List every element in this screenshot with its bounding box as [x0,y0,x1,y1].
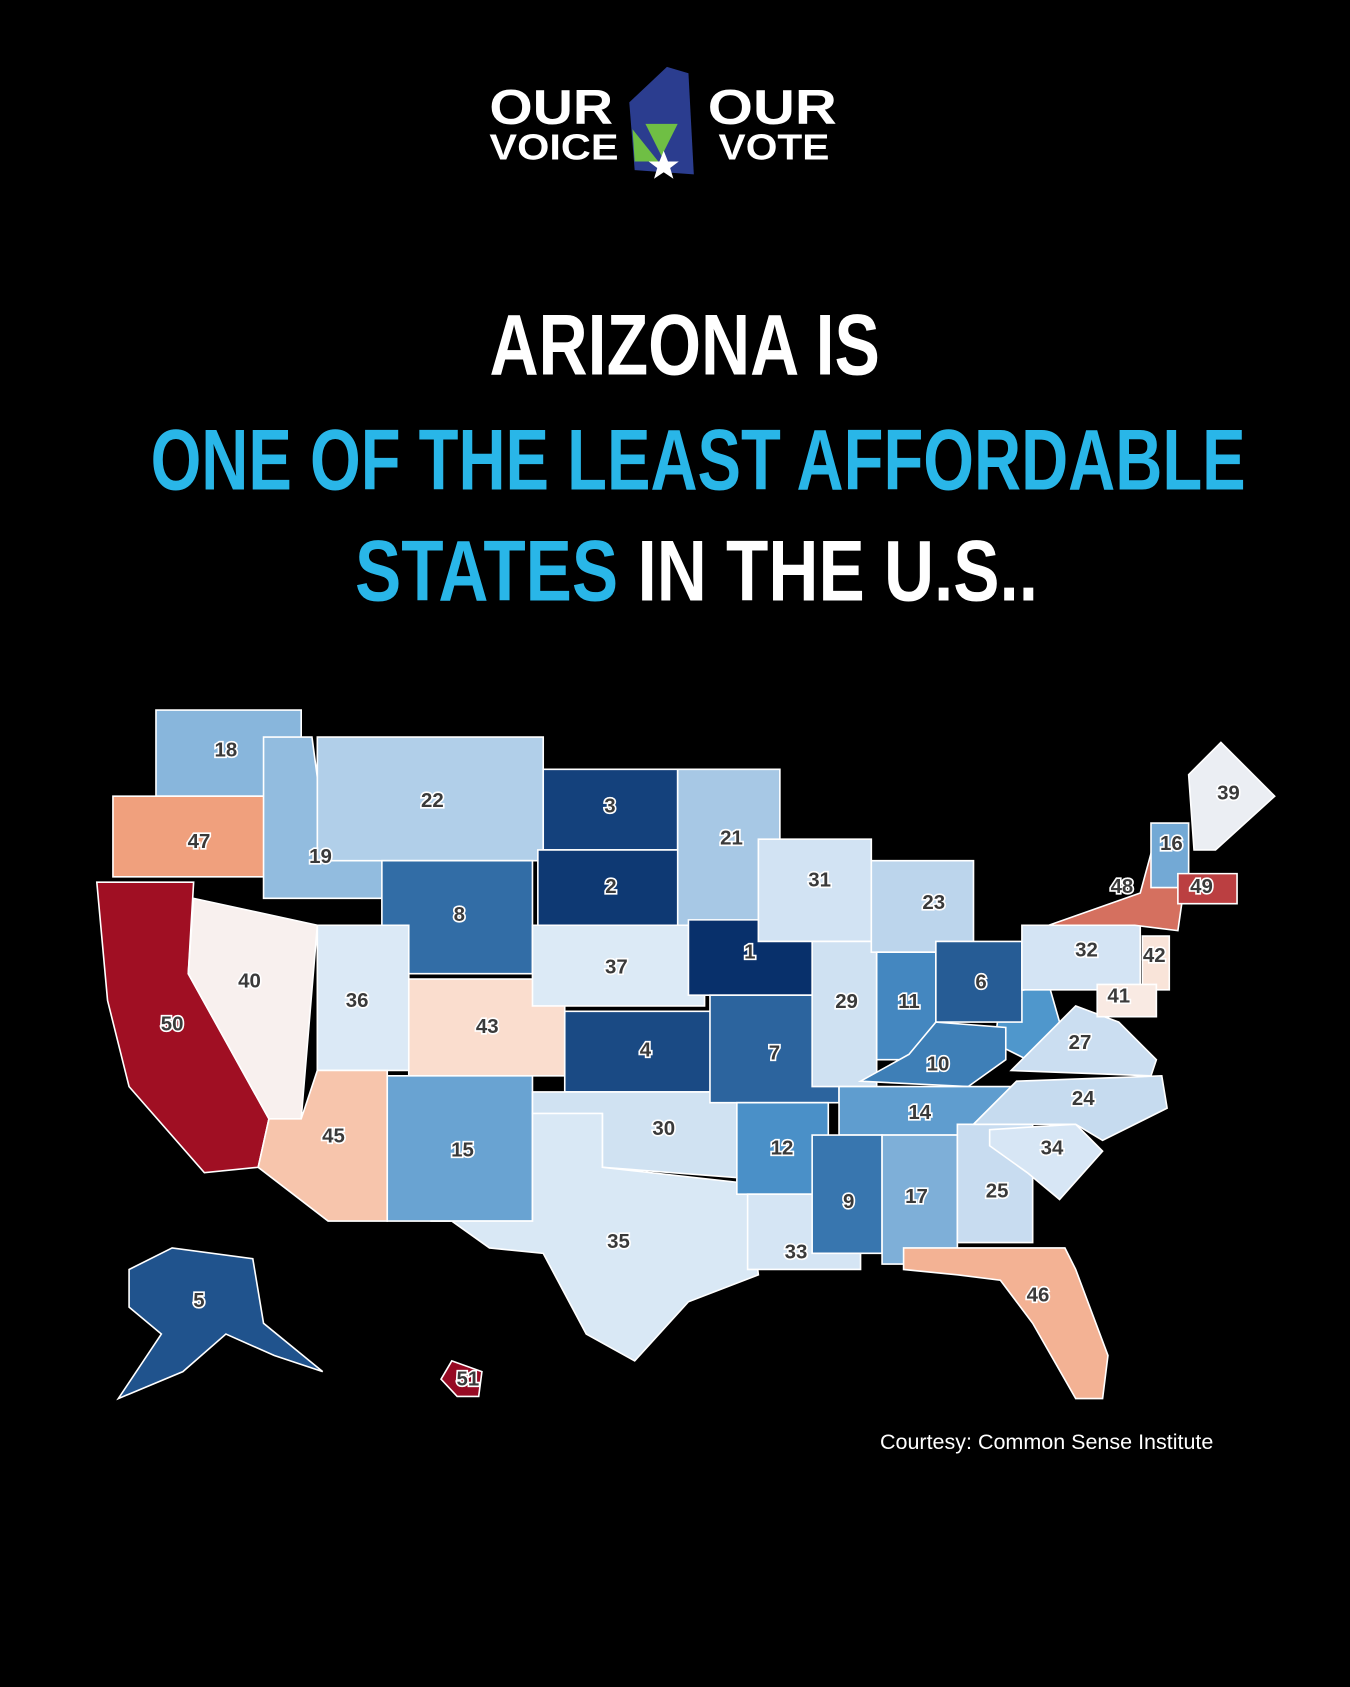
credit: Courtesy: Common Sense Institute [880,1430,1213,1454]
state-rank: 36 [346,990,369,1012]
logo-text: OUR [708,80,837,135]
state-rank: 19 [309,846,332,868]
state-rank: 37 [605,957,628,979]
logo-icon [645,123,678,157]
state [1187,741,1276,851]
state-rank: 39 [1217,782,1240,804]
state-rank: 10 [927,1053,950,1075]
title-line: STATES IN THE U.S.. [355,523,1038,619]
state-rank: 4 [640,1040,652,1062]
state [1141,935,1171,991]
title-rest: IN THE U.S.. [637,523,1038,619]
state-rank: 18 [215,739,238,761]
state-rank: 35 [607,1231,630,1253]
state-rank: 22 [421,790,444,812]
state [116,1247,324,1401]
state-rank: 8 [454,904,465,926]
state-rank: 32 [1075,939,1098,961]
state [1096,983,1158,1018]
state [1009,1004,1158,1077]
state-rank: 21 [720,828,743,850]
title-line: ARIZONA IS [489,297,879,393]
logo: OUR VOICE OUR VOTE [489,66,837,179]
state [935,940,1023,1023]
state [971,1075,1169,1142]
state [430,1112,760,1362]
title-line: ONE OF THE LEAST AFFORDABLE [151,413,1246,509]
logo-text: OUR [489,80,613,135]
state [1177,872,1238,905]
state-rank: 24 [1072,1088,1095,1110]
state [902,1247,1109,1400]
state-rank: 6 [975,972,986,994]
logo-text: VOICE [489,126,618,167]
state-rank: 12 [771,1137,794,1159]
state-rank: 3 [604,795,615,817]
state-rank: 33 [785,1242,808,1264]
state-rank: 41 [1107,986,1130,1008]
logo-star [648,150,679,179]
title-highlight: STATES [355,523,618,619]
state-rank: 49 [1190,876,1213,898]
state [531,924,706,1007]
state-rank: 17 [905,1186,928,1208]
state [440,1359,483,1398]
state-rank: 7 [769,1043,780,1065]
state-rank: 23 [922,892,945,914]
state-rank: 34 [1041,1137,1064,1159]
state-rank: 25 [986,1180,1009,1202]
state-rank: 45 [322,1126,345,1148]
state-rank: 48 [1111,876,1134,898]
state-rank: 29 [835,991,858,1013]
state [811,940,878,1088]
state-rank: 1 [744,942,755,964]
state-rank: 16 [1160,833,1183,855]
state-rank: 15 [451,1140,474,1162]
logo-text: VOTE [719,126,830,167]
state-rank: 27 [1069,1032,1092,1054]
state-rank: 46 [1027,1285,1050,1307]
state-rank: 51 [457,1369,480,1391]
state-rank: 9 [843,1191,854,1213]
state-rank: 47 [188,831,211,853]
us-map [95,709,1276,1401]
state-rank: 11 [898,991,920,1013]
state-rank: 31 [808,870,831,892]
state-rank: 2 [605,876,616,898]
state-rank: 30 [652,1118,675,1140]
state-rank: 43 [476,1016,499,1038]
state-rank: 42 [1143,945,1166,967]
state-rank: 50 [161,1014,184,1036]
state-rank: 5 [193,1290,204,1312]
map-labels: 1847501940228364345153237430352117123331… [159,738,1241,1393]
state-rank: 40 [238,971,261,993]
state-rank: 14 [908,1102,931,1124]
